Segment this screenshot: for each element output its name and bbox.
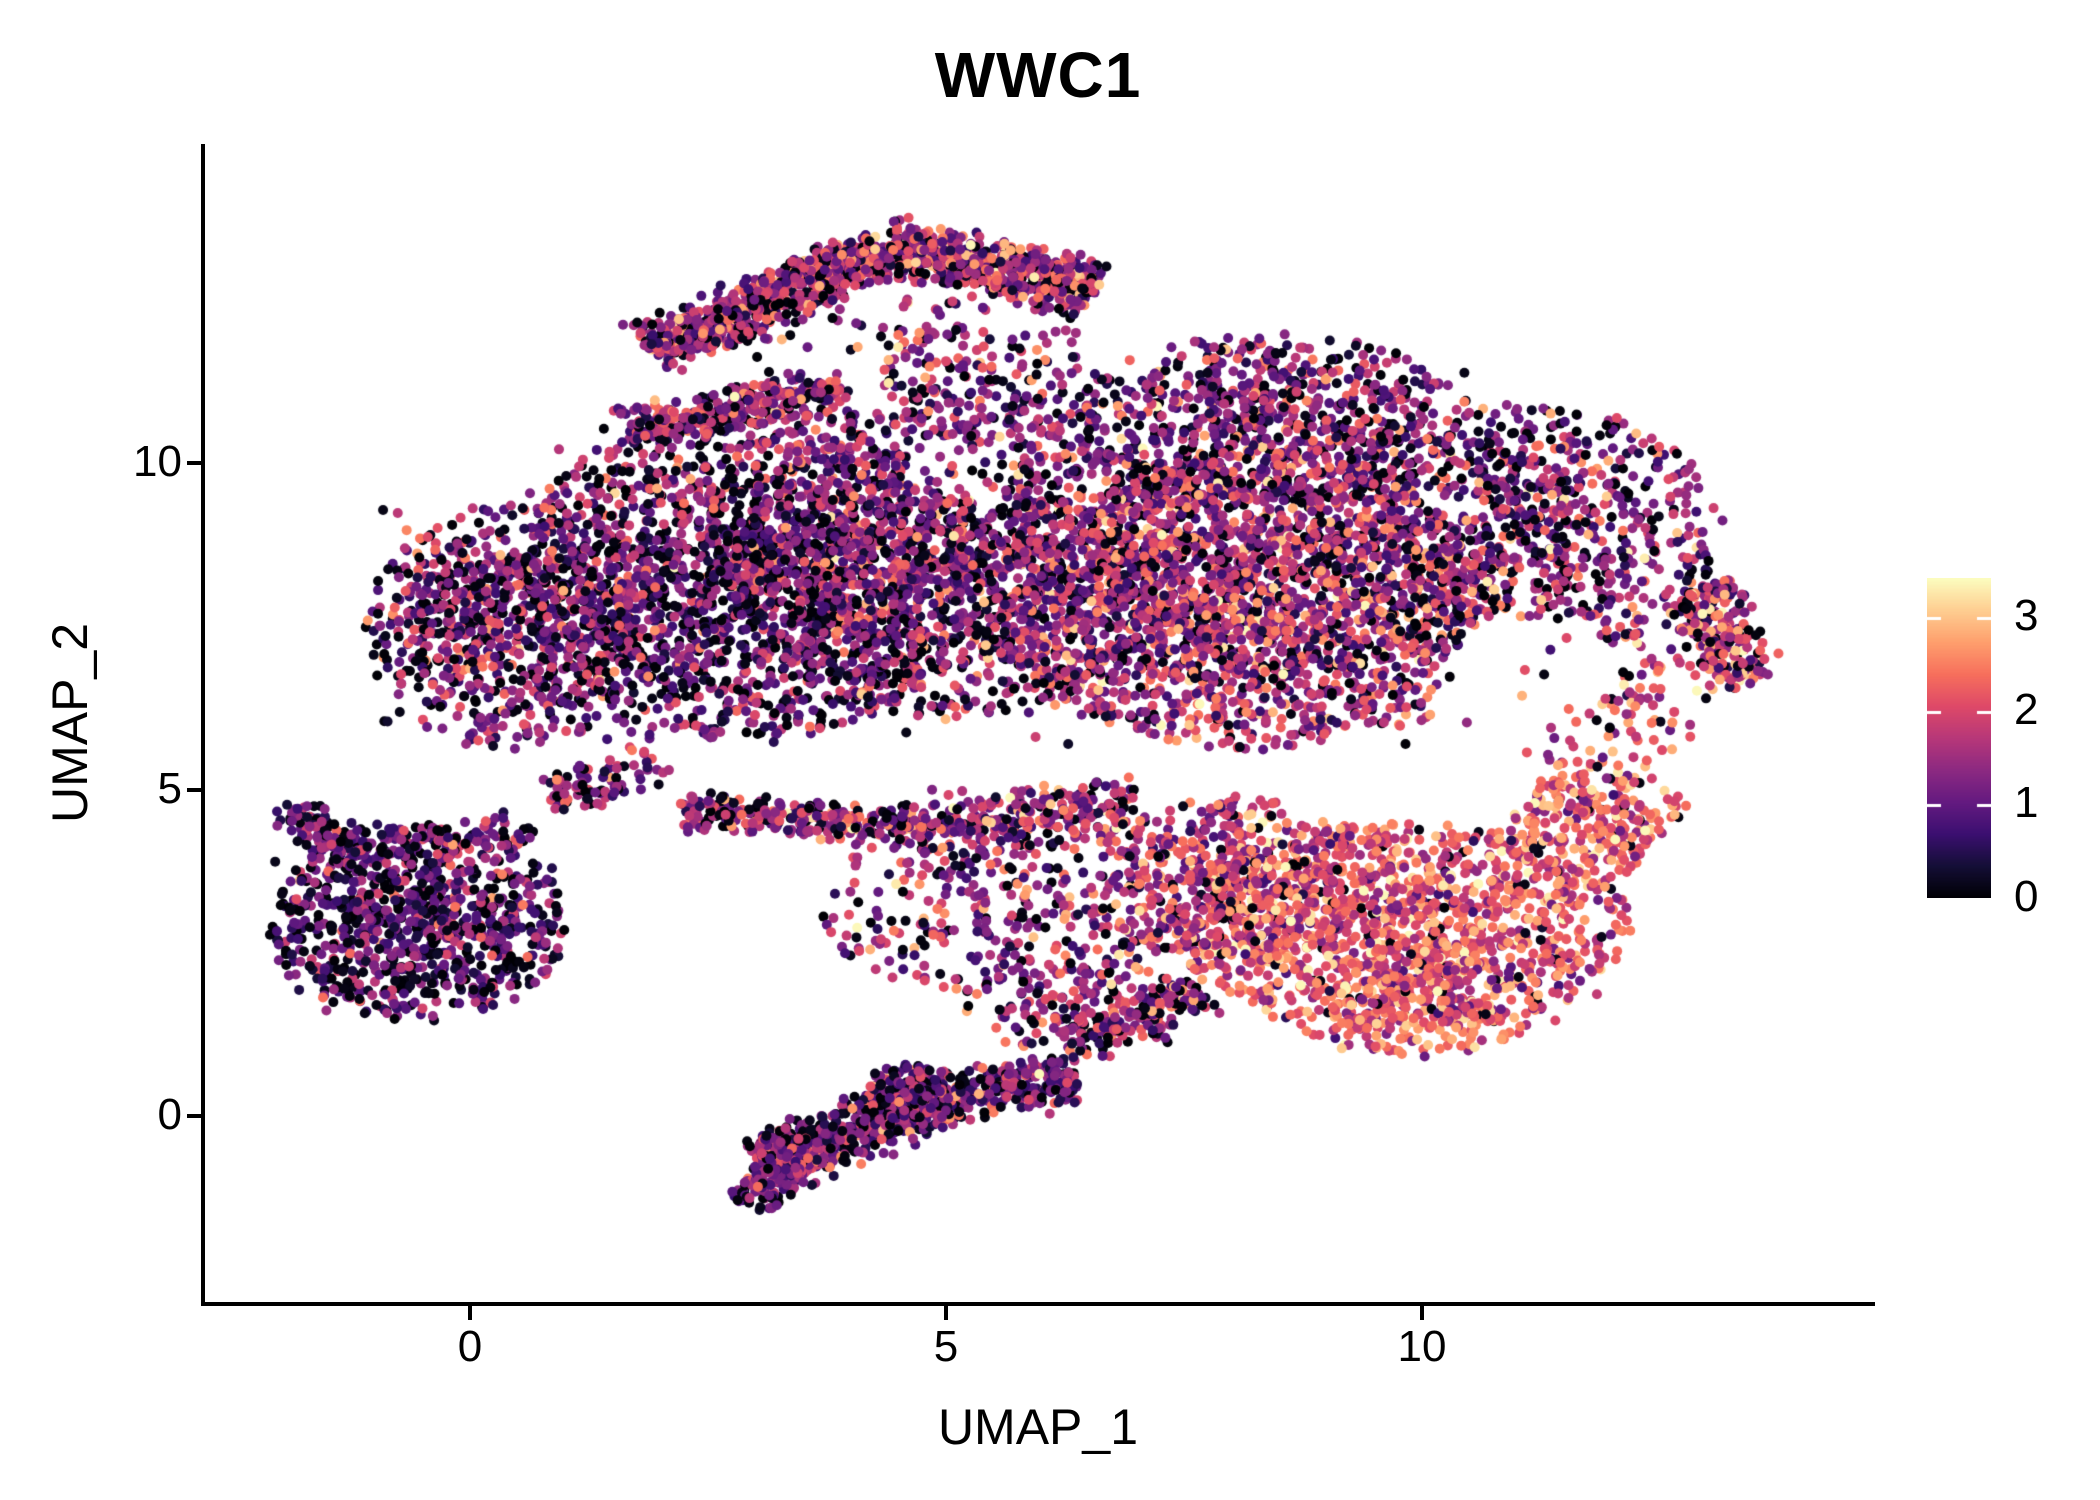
colorbar-tick-label-0: 0 <box>2014 872 2039 921</box>
x-axis-line <box>201 1302 1875 1306</box>
y-axis-line <box>201 144 205 1306</box>
colorbar-gradient <box>1927 578 1991 898</box>
y-tick-mark <box>187 1114 201 1118</box>
y-tick-label-10: 10 <box>133 437 182 486</box>
y-tick-label-0: 0 <box>157 1090 182 1139</box>
x-axis-title: UMAP_1 <box>937 1399 1139 1455</box>
y-tick-mark <box>187 787 201 792</box>
x-tick-label-10: 10 <box>1397 1322 1447 1371</box>
x-tick-label-0: 0 <box>457 1322 483 1371</box>
x-tick-mark <box>944 1306 948 1320</box>
colorbar-tick-label-1: 1 <box>2014 778 2039 828</box>
x-tick-mark <box>468 1306 472 1320</box>
y-tick-label-5: 5 <box>157 763 182 813</box>
x-tick-mark <box>1420 1306 1424 1320</box>
colorbar-tick-label-3: 3 <box>2014 590 2039 640</box>
y-tick-mark <box>187 461 201 465</box>
colorbar-tick-label-2: 2 <box>2014 684 2039 734</box>
x-tick-label-5: 5 <box>933 1322 959 1371</box>
